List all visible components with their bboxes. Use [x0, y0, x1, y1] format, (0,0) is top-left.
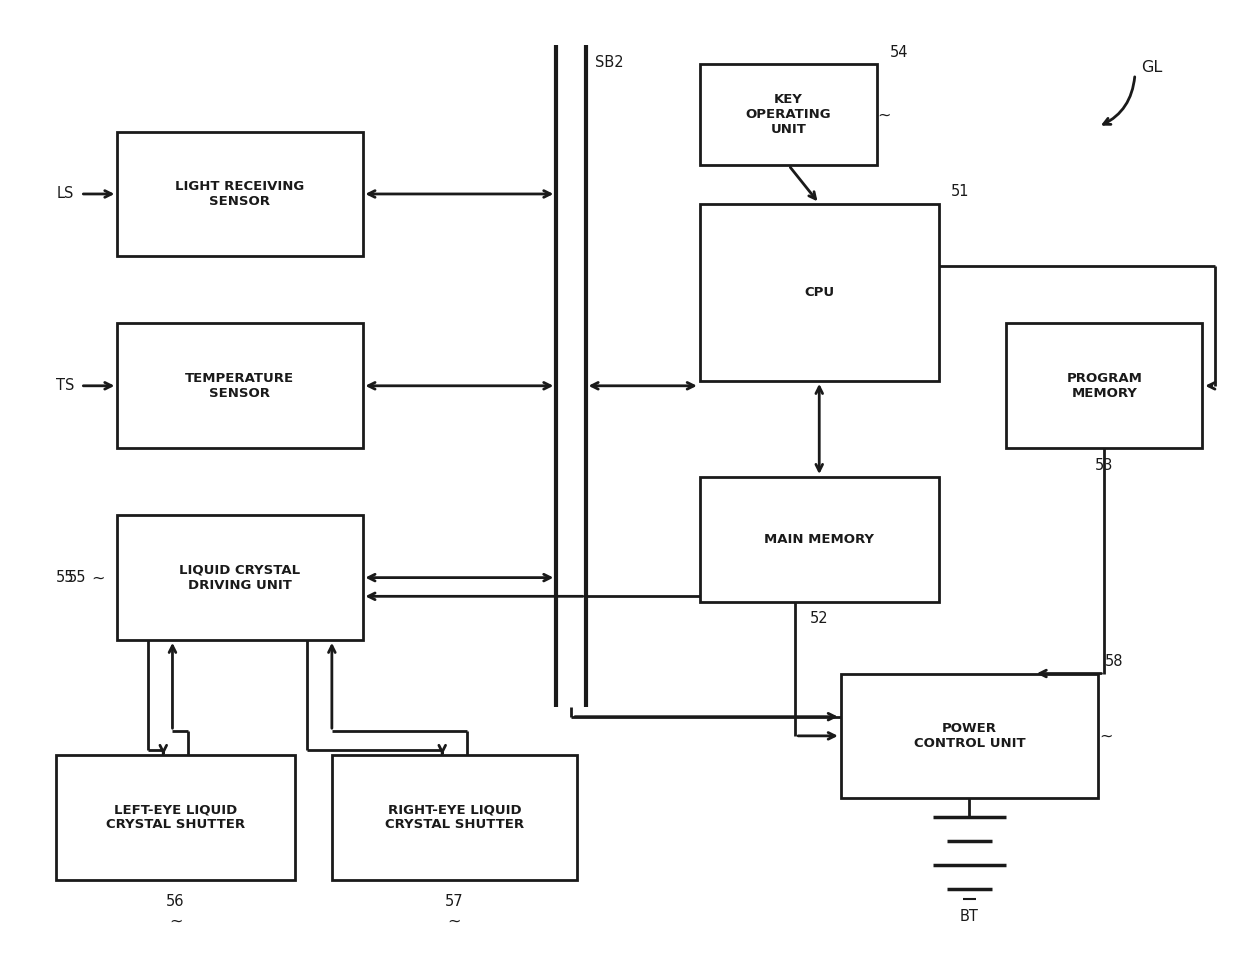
Bar [699, 64, 878, 165]
Text: GL: GL [1141, 59, 1162, 75]
Text: MAIN MEMORY: MAIN MEMORY [764, 533, 874, 546]
Bar [332, 755, 577, 880]
Text: TS: TS [56, 378, 74, 393]
Bar [56, 755, 295, 880]
Text: ~: ~ [878, 107, 892, 123]
Text: 56: 56 [166, 894, 185, 909]
Text: SB2: SB2 [595, 54, 624, 70]
Text: 53: 53 [1095, 457, 1114, 473]
Text: 54: 54 [890, 45, 908, 59]
Text: TEMPERATURE
SENSOR: TEMPERATURE SENSOR [185, 372, 294, 400]
Text: 57: 57 [445, 894, 464, 909]
Text: 52: 52 [810, 611, 828, 627]
Text: POWER
CONTROL UNIT: POWER CONTROL UNIT [914, 722, 1025, 750]
Text: RIGHT-EYE LIQUID
CRYSTAL SHUTTER: RIGHT-EYE LIQUID CRYSTAL SHUTTER [384, 804, 525, 831]
Bar [118, 323, 362, 449]
Bar [699, 477, 939, 601]
Text: ~: ~ [92, 570, 105, 585]
Bar [699, 203, 939, 381]
Text: LEFT-EYE LIQUID
CRYSTAL SHUTTER: LEFT-EYE LIQUID CRYSTAL SHUTTER [105, 804, 246, 831]
Text: 55: 55 [68, 570, 87, 585]
Text: LIQUID CRYSTAL
DRIVING UNIT: LIQUID CRYSTAL DRIVING UNIT [180, 563, 300, 592]
Text: PROGRAM
MEMORY: PROGRAM MEMORY [1066, 372, 1142, 400]
Bar [841, 673, 1099, 798]
Text: 58: 58 [1105, 654, 1122, 668]
Text: LIGHT RECEIVING
SENSOR: LIGHT RECEIVING SENSOR [175, 180, 305, 208]
Text: KEY
OPERATING
UNIT: KEY OPERATING UNIT [745, 93, 831, 136]
Text: ~: ~ [1100, 729, 1114, 743]
Text: CPU: CPU [805, 286, 835, 299]
Text: LS: LS [57, 187, 74, 201]
Bar [1006, 323, 1203, 449]
Bar [118, 516, 362, 640]
Text: BT: BT [960, 909, 978, 923]
Text: 51: 51 [951, 184, 970, 198]
Text: ~: ~ [448, 914, 461, 928]
Text: ~: ~ [169, 914, 182, 928]
Bar [118, 131, 362, 256]
Text: 55: 55 [56, 570, 74, 585]
